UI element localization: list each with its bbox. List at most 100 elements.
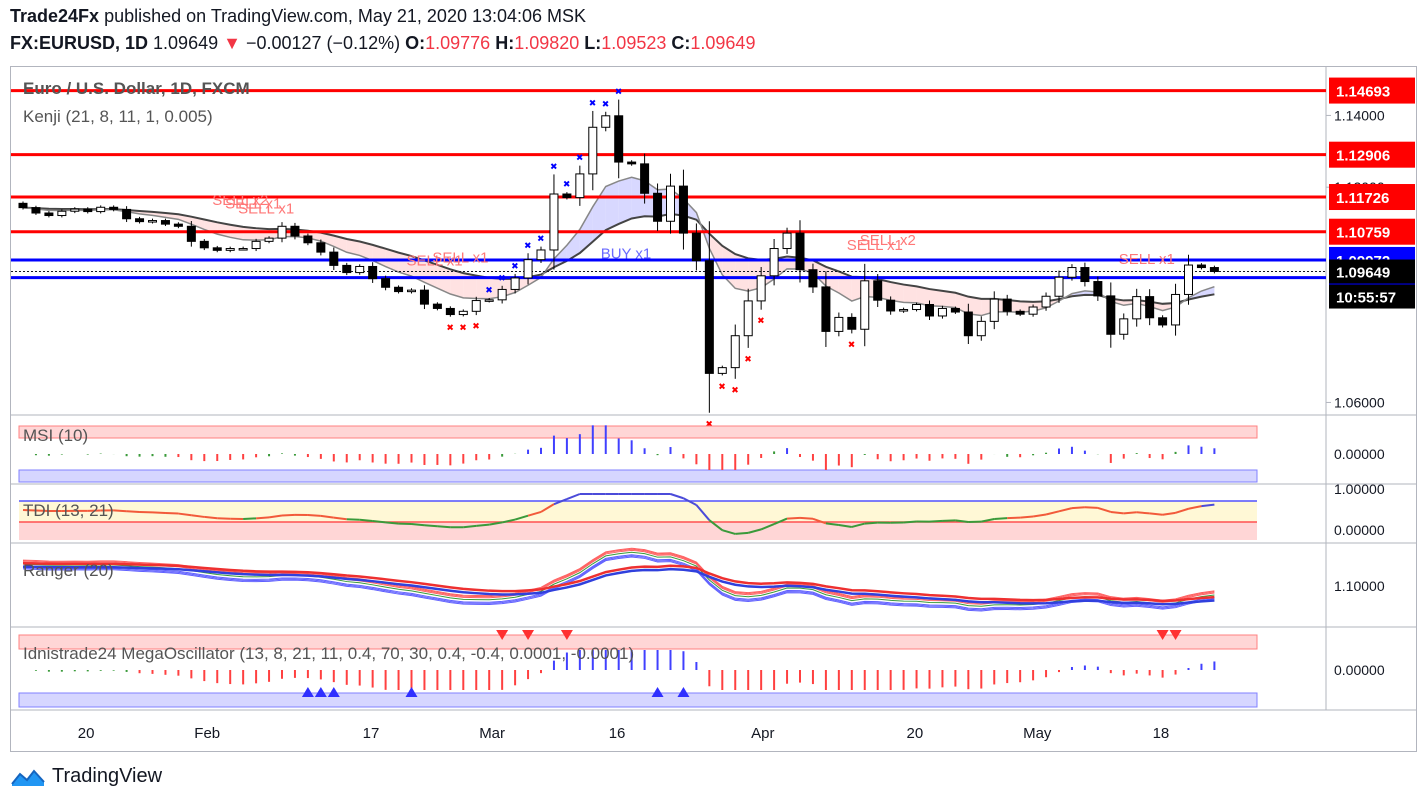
tdi-line-segment [204, 515, 218, 520]
tdi-line-segment [735, 531, 749, 535]
mega-buy-triangle [677, 687, 690, 697]
tdi-line-segment [463, 524, 477, 529]
time-tick-label: 16 [609, 725, 626, 742]
candle-body [1093, 281, 1103, 297]
mega-upper-band [18, 634, 1258, 650]
candle-body [1002, 298, 1012, 312]
chart-container[interactable]: 1.140001.120001.060001.146931.129061.117… [10, 66, 1417, 752]
last-price-label: 1.09649 [1336, 265, 1390, 282]
tdi-line-segment [243, 517, 257, 521]
signal-x-marker: ✖ [563, 179, 571, 189]
tdi-line-segment [256, 516, 270, 520]
candle-body [989, 298, 999, 322]
candle-body [1067, 267, 1077, 278]
candle-body [782, 232, 792, 250]
candle-body [57, 210, 67, 217]
candle-body [251, 240, 261, 250]
candle-body [135, 218, 145, 223]
tdi-line-segment [1032, 513, 1047, 518]
candle-body [458, 310, 468, 316]
tdi-line-segment [1071, 506, 1085, 510]
candle-body [1028, 306, 1038, 315]
kenji-cloud-segment [735, 254, 749, 292]
candle-body [1119, 318, 1129, 335]
msi-tick-label: 0.00000 [1334, 446, 1385, 462]
tdi-line-segment [1162, 511, 1176, 516]
candle-body [316, 242, 326, 253]
tdi-line-segment [1188, 505, 1202, 510]
mega-sell-triangle [1169, 630, 1182, 640]
tdi-line-segment [1136, 511, 1150, 515]
price-pane: 1.140001.120001.060001.146931.129061.117… [11, 77, 1415, 429]
tdi-line-segment [540, 503, 555, 513]
level-label: 1.12906 [1336, 148, 1390, 165]
signal-x-marker: ✖ [705, 419, 713, 429]
time-tick-label: Feb [194, 725, 220, 742]
candle-body [1209, 267, 1219, 272]
tdi-line-segment [708, 519, 723, 531]
signal-label: SELL x1 [1119, 251, 1175, 268]
tdi-line-segment [359, 518, 373, 522]
tdi-line-segment [489, 521, 503, 526]
candle-body [342, 264, 352, 274]
candle-body [44, 212, 54, 217]
candle-body [303, 235, 313, 244]
kenji-cloud-segment [359, 241, 373, 261]
tdi-legend: TDI (13, 21) [23, 501, 114, 520]
mega-legend: Idnistrade24 MegaOscillator (13, 8, 21, … [23, 644, 634, 663]
candle-body [691, 232, 701, 262]
tdi-line-segment [411, 522, 425, 527]
candle-body [122, 208, 132, 220]
candle-body [148, 220, 157, 223]
candle-body [355, 265, 365, 274]
kenji-cloud-segment [333, 235, 347, 253]
signal-label: SELL x1 [847, 237, 903, 254]
time-tick-label: 20 [78, 725, 95, 742]
tdi-line-segment [191, 514, 205, 518]
tdi-line-segment [786, 516, 801, 520]
tdi-line-segment [1007, 516, 1021, 520]
candle-body [510, 277, 520, 290]
candle-body [1196, 264, 1206, 269]
kenji-cloud-segment [916, 286, 930, 306]
ranger-band [22, 551, 1215, 607]
mega-pane: Idnistrade24 MegaOscillator (13, 8, 21, … [18, 630, 1385, 708]
tdi-line-segment [1123, 511, 1137, 515]
candle-body [730, 335, 740, 369]
candle-body [419, 289, 429, 305]
time-tick-label: May [1023, 725, 1052, 742]
signal-x-marker: ✖ [511, 261, 519, 271]
close-value: 1.09649 [690, 33, 756, 53]
candle-body [1184, 264, 1193, 295]
mega-buy-triangle [301, 687, 314, 697]
tdi-low-band [19, 522, 1257, 540]
chart-canvas[interactable]: 1.140001.120001.060001.146931.129061.117… [11, 67, 1416, 751]
tdi-line-segment [126, 510, 140, 514]
level-label: 1.11726 [1336, 190, 1389, 207]
candle-body [601, 115, 611, 128]
signal-label: BUY x1 [601, 246, 652, 263]
price-change: −0.00127 (−0.12%) [245, 33, 401, 53]
tdi-line-segment [35, 509, 49, 513]
candle-body [860, 280, 870, 330]
tdi-line-segment [307, 514, 321, 517]
mega-lower-band [18, 692, 1258, 708]
tdi-line-segment [437, 525, 451, 529]
candle-body [368, 265, 378, 280]
ranger-tick-label: 1.10000 [1334, 578, 1385, 594]
tradingview-footer: TradingView [10, 765, 162, 788]
kenji-cloud-segment [903, 284, 917, 303]
kenji-cloud-segment [592, 186, 606, 242]
candle-body [212, 247, 222, 251]
candle-body [614, 115, 624, 163]
kenji-slow-line [22, 206, 1215, 305]
time-tick-label: 17 [363, 725, 380, 742]
candle-body [640, 163, 650, 194]
candle-body [549, 193, 559, 251]
tdi-line-segment [812, 517, 827, 525]
tdi-line-segment [165, 512, 179, 515]
mega-buy-triangle [651, 687, 664, 697]
price-tick-label: 1.06000 [1334, 394, 1385, 410]
time-tick-label: Apr [751, 725, 774, 742]
last-price: 1.09649 [153, 33, 219, 53]
